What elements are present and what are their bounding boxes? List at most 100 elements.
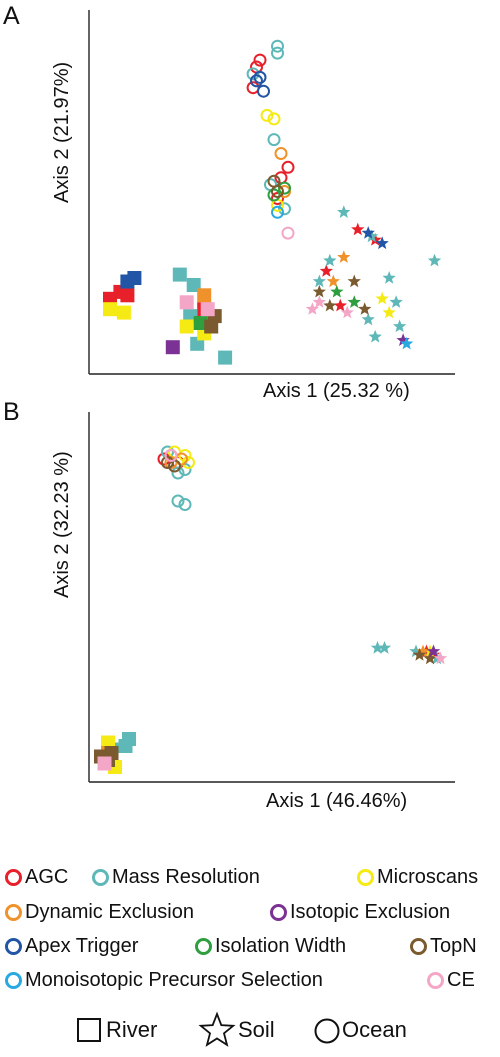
point-isolation-width-star (347, 295, 361, 308)
legend-ocean-label: Ocean (342, 1017, 407, 1042)
point-topn-star (323, 298, 337, 312)
point-mass-resolution-star (312, 274, 326, 288)
point-microscans-square (103, 302, 117, 317)
legend-soil-label: Soil (238, 1017, 275, 1042)
point-topn-circle (271, 185, 284, 198)
legend-label: Isolation Width (215, 935, 347, 957)
point-isolation-width-star (330, 284, 344, 298)
point-topn-star (347, 274, 361, 288)
point-mass-resolution-star (337, 205, 351, 218)
point-mass-resolution-star (427, 253, 442, 267)
point-microscans-star (382, 305, 396, 319)
point-isotopic-exclusion-star (396, 333, 410, 346)
point-agc-circle (157, 452, 171, 466)
legend-ring-icon (5, 869, 22, 886)
legend-label: CE (447, 969, 475, 991)
legend-item-dynamic-exclusion: Dynamic Exclusion (5, 901, 194, 924)
legend-item-apex-trigger: Apex Trigger (5, 935, 138, 958)
legend-label: TopN (430, 935, 477, 957)
point-mass-resolution-circle (171, 466, 185, 480)
legend-label: Mass Resolution (112, 866, 260, 888)
point-mass-resolution-star (370, 641, 385, 654)
point-mass-resolution-star (368, 329, 382, 343)
point-dynamic-exclusion-square (197, 288, 212, 303)
point-mass-resolution-star (409, 644, 423, 658)
panel-a-y-label: Axis 2 (21.97%) (51, 61, 73, 203)
point-apex-trigger-square (127, 271, 142, 285)
point-apex-trigger-circle (253, 70, 267, 84)
point-dynamic-exclusion-circle (274, 147, 288, 160)
legend-ring-icon (410, 938, 427, 955)
point-mass-resolution-star (365, 229, 379, 243)
point-isotopic-exclusion-star (426, 644, 441, 658)
legend-label: Microscans (377, 866, 479, 888)
point-apex-trigger-star (361, 226, 375, 239)
point-microscans-circle (178, 449, 192, 462)
point-mass-resolution-star (361, 312, 375, 326)
panel-a-letter: A (3, 2, 20, 30)
panel-a-points (103, 39, 442, 365)
legend-ring-icon (92, 869, 109, 886)
point-mass-resolution-circle (267, 133, 281, 147)
point-isotopic-exclusion-square (165, 340, 180, 355)
point-agc-star (368, 233, 382, 246)
legend-label: Monoisotopic Precursor Selection (25, 969, 323, 991)
point-apex-trigger-circle (250, 74, 263, 88)
point-agc-circle (253, 53, 267, 67)
point-apex-trigger-star (375, 236, 389, 250)
legend-item-topn: TopN (410, 935, 477, 958)
point-mass-resolution-circle (246, 67, 260, 81)
point-topn-star (423, 651, 437, 665)
panel-a-axes (88, 10, 455, 375)
panel-b-x-label: Axis 1 (46.46%) (266, 790, 408, 812)
point-microscans-square (116, 305, 131, 320)
point-agc-square (120, 288, 135, 303)
point-mass-resolution-star (323, 253, 337, 267)
legend-ring-icon (5, 904, 22, 921)
point-ce-square (179, 295, 194, 310)
panel-a-x-label: Axis 1 (25.32 %) (263, 380, 410, 402)
legend-item-mass-resolution: Mass Resolution (92, 866, 260, 889)
legend-ring-icon (5, 972, 22, 989)
point-microscans-circle (260, 108, 274, 122)
point-mass-resolution-star (377, 641, 392, 654)
point-mass-resolution-square (172, 267, 187, 282)
panel-b-axes (88, 412, 455, 783)
point-ce-square (97, 756, 112, 771)
point-agc-star (333, 298, 347, 312)
point-apex-trigger-circle (257, 84, 270, 98)
point-mass-resolution-square (118, 739, 133, 753)
point-dynamic-exclusion-star (416, 644, 430, 658)
panel-b-y-label: Axis 2 (32.23 %) (51, 451, 73, 598)
legend-label: Isotopic Exclusion (290, 901, 451, 923)
point-dynamic-exclusion-star (326, 274, 340, 288)
point-microscans-square (179, 319, 194, 334)
point-ce-circle (281, 226, 295, 240)
legend-ring-icon (427, 972, 444, 989)
legend-label: Apex Trigger (25, 935, 139, 957)
legend-item-microscans: Microscans (357, 866, 478, 889)
legend-ring-icon (5, 938, 22, 955)
panel-b-points (94, 445, 448, 774)
point-isolation-width-circle (267, 188, 281, 202)
point-monoisotopic-precursor-selection-circle (271, 205, 284, 219)
point-agc-circle (271, 192, 284, 205)
point-mass-resolution-star (393, 319, 407, 333)
legend-river-label: River (106, 1017, 158, 1042)
point-topn-star (358, 302, 372, 315)
point-agc-circle (281, 160, 295, 174)
legend-ring-icon (195, 938, 212, 955)
point-topn-circle (161, 456, 174, 469)
point-mass-resolution-circle (271, 46, 284, 60)
point-mass-resolution-star (389, 295, 403, 308)
legend-item-ce: CE (427, 969, 475, 992)
point-mass-resolution-circle (171, 494, 185, 508)
point-topn-star (412, 648, 427, 661)
point-mass-resolution-square (218, 350, 233, 365)
point-mass-resolution-star (382, 271, 396, 284)
point-ce-circle (164, 449, 178, 462)
point-dynamic-exclusion-star (337, 250, 351, 263)
legend-label: Dynamic Exclusion (25, 901, 194, 923)
point-ce-square (200, 302, 215, 317)
point-microscans-circle (182, 456, 195, 469)
